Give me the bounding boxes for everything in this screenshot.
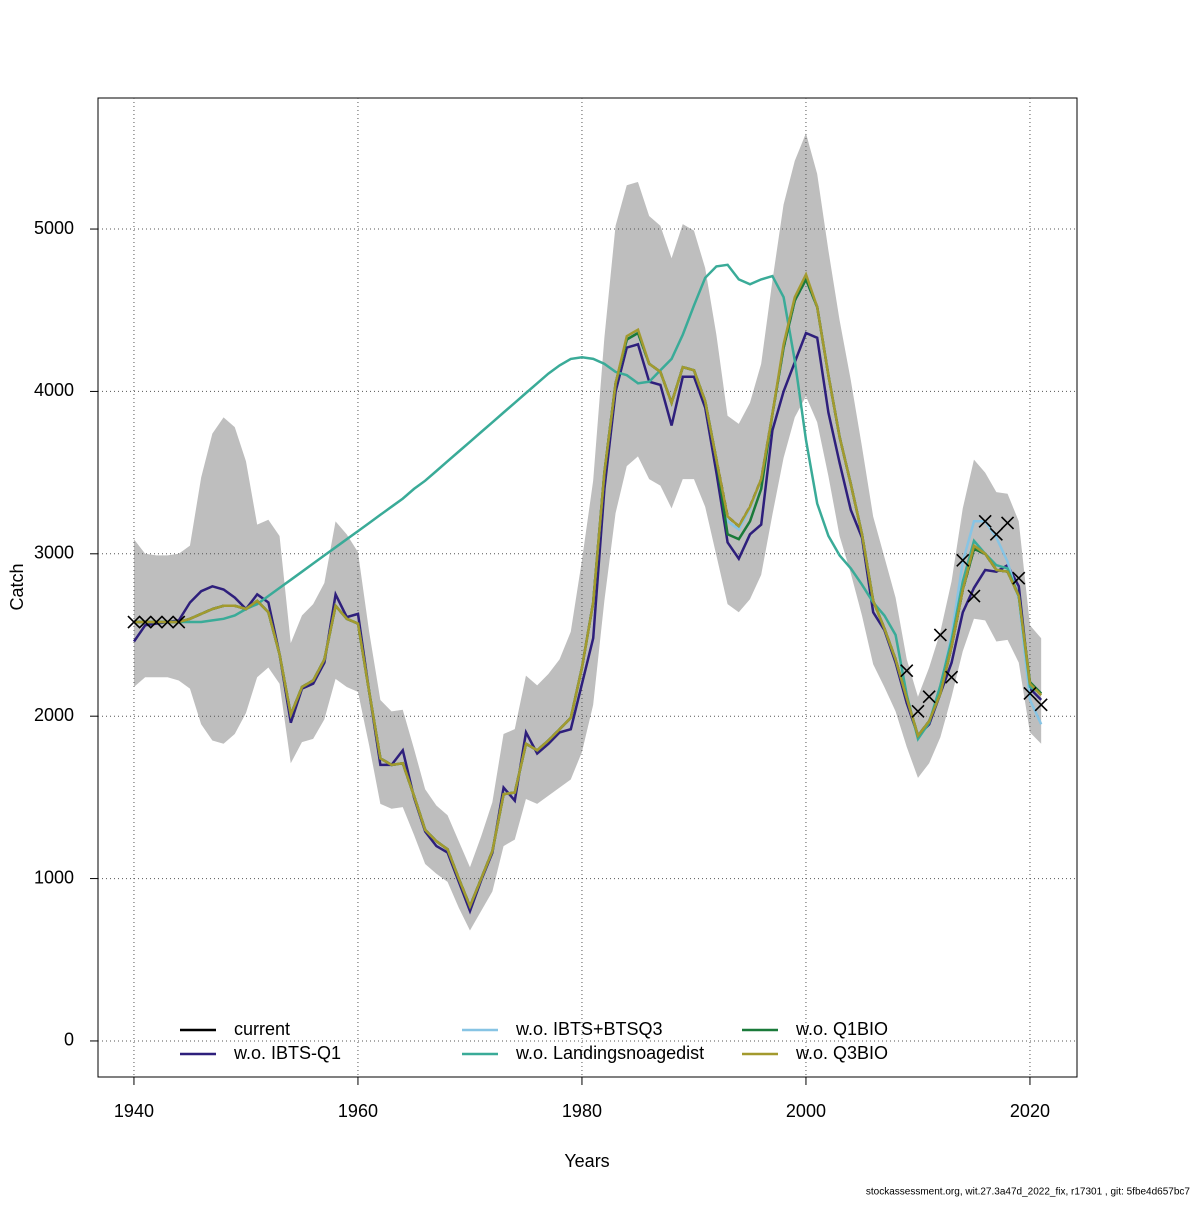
y-tick-label: 3000 <box>34 543 74 563</box>
x-tick-label: 1960 <box>338 1101 378 1121</box>
observed-point <box>172 615 186 629</box>
observed-point <box>1034 698 1048 712</box>
x-tick-label: 1980 <box>562 1101 602 1121</box>
confidence-band <box>133 133 1042 931</box>
legend-label: w.o. Q1BIO <box>795 1019 888 1039</box>
plot-frame <box>97 97 1078 1078</box>
footer: stockassessment.org, wit.27.3a47d_2022_f… <box>866 1187 1191 1198</box>
x-tick-label: 2000 <box>786 1101 826 1121</box>
observed-point <box>944 670 959 684</box>
y-tick-label: 2000 <box>34 705 74 725</box>
observed-point <box>911 704 925 718</box>
observed-point <box>160 615 175 629</box>
observed-point <box>956 553 970 567</box>
legend-label: w.o. IBTS+BTSQ3 <box>515 1019 663 1039</box>
series-line <box>134 271 1043 910</box>
observed-point <box>989 527 1003 541</box>
observed-point <box>967 589 981 603</box>
observed-point <box>1023 686 1037 701</box>
y-tick-label: 0 <box>64 1030 74 1050</box>
y-tick-label: 1000 <box>34 867 74 887</box>
legend-label: w.o. Landingsnoagedist <box>515 1043 704 1063</box>
observed-point <box>138 615 152 629</box>
series-line <box>134 263 1042 742</box>
observed-point <box>1000 516 1015 530</box>
legend-label: w.o. Q3BIO <box>795 1043 888 1063</box>
x-tick-label: 1940 <box>114 1101 154 1121</box>
x-tick-label: 2020 <box>1010 1101 1050 1121</box>
observed-point <box>922 690 936 704</box>
legend-label: w.o. IBTS-Q1 <box>233 1043 341 1063</box>
observed-point <box>900 664 914 678</box>
x-axis-label: Years <box>564 1151 609 1171</box>
observed-point <box>127 615 141 629</box>
observed-point <box>1012 571 1026 585</box>
observed-point <box>933 628 947 642</box>
y-axis-label: Catch <box>7 563 27 610</box>
y-tick-label: 5000 <box>34 218 74 238</box>
legend-label: current <box>234 1019 290 1039</box>
observed-point <box>149 615 163 629</box>
y-tick-label: 4000 <box>34 380 74 400</box>
observed-point <box>978 514 992 528</box>
